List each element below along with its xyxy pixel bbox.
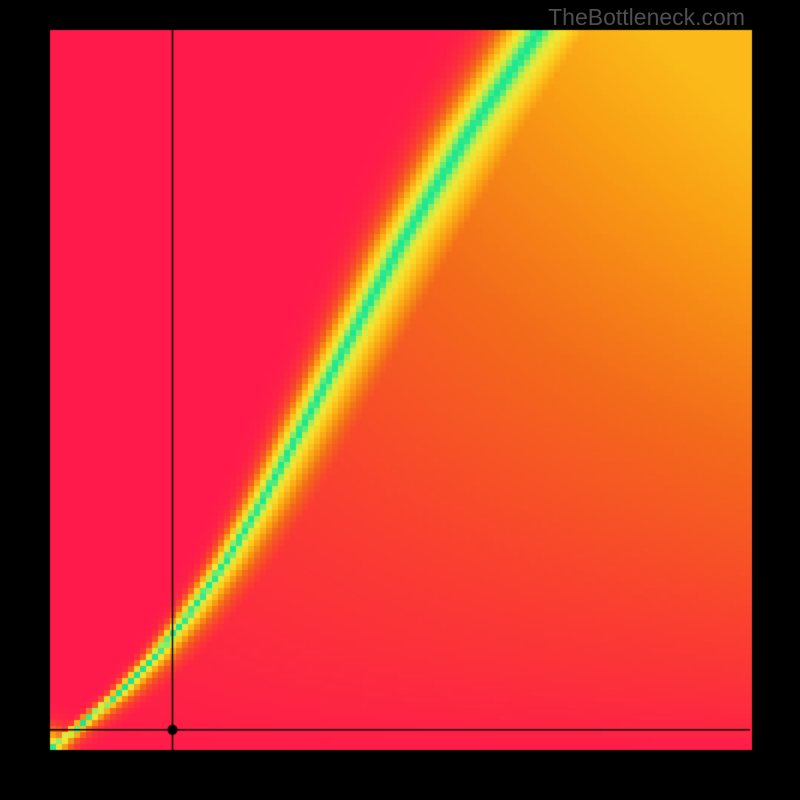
- watermark-text: TheBottleneck.com: [548, 4, 745, 31]
- heatmap-chart: [0, 0, 800, 800]
